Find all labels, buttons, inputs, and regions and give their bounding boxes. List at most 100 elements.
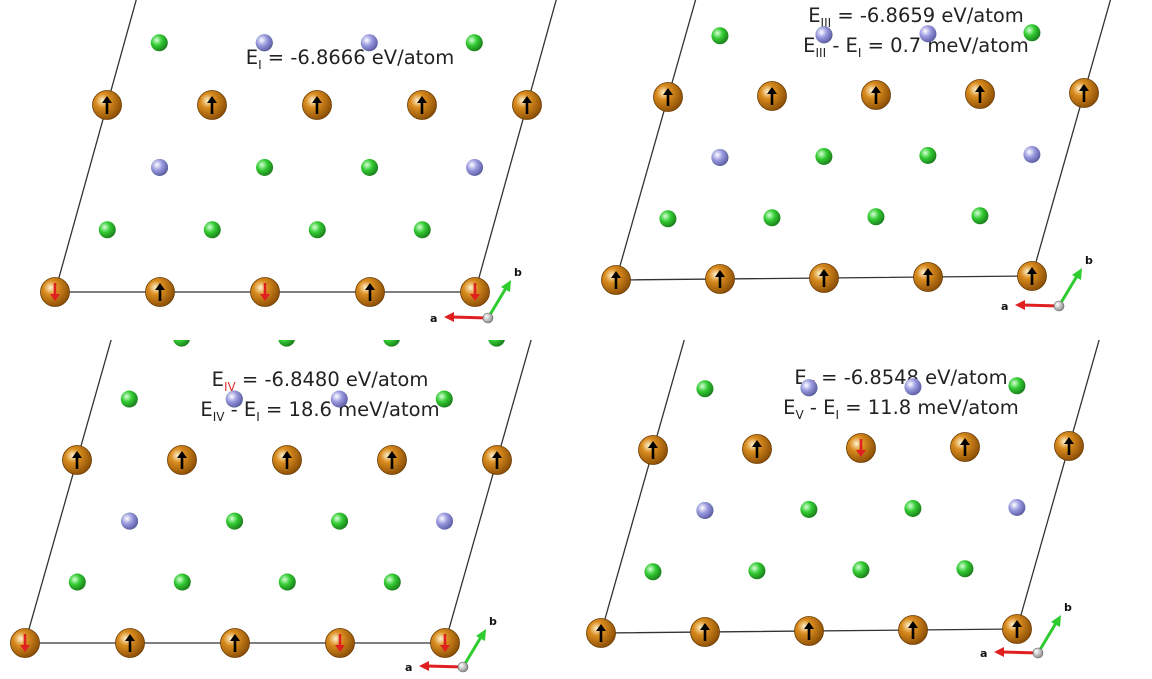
panel-config-III: EIII = -6.8659 eV/atom EIII - EI = 0.7 me… bbox=[576, 0, 1152, 339]
energy-subscript: III bbox=[816, 46, 827, 60]
magnetic-ion bbox=[638, 435, 668, 465]
energy-minus: - E bbox=[804, 396, 836, 419]
energy-symbol: E bbox=[803, 34, 815, 57]
magnetic-ion bbox=[601, 265, 631, 295]
green-atom bbox=[1023, 24, 1041, 42]
spin-up-arrow bbox=[387, 451, 397, 469]
spin-down-arrow bbox=[856, 439, 866, 457]
purple-atom bbox=[330, 390, 348, 408]
purple-atom bbox=[436, 512, 454, 530]
magnetic-ion bbox=[809, 263, 839, 293]
spin-up-arrow bbox=[492, 451, 502, 469]
axis-a-label: a bbox=[980, 647, 987, 660]
energy-subscript: I bbox=[835, 408, 839, 422]
axis-b-label: b bbox=[489, 615, 497, 628]
spin-up-arrow bbox=[1012, 620, 1022, 638]
energy-symbol: E bbox=[246, 46, 258, 69]
spin-up-arrow bbox=[177, 451, 187, 469]
energy-value: = -6.8548 eV/atom bbox=[815, 366, 1008, 389]
green-atom bbox=[852, 561, 870, 579]
spin-up-arrow bbox=[871, 86, 881, 104]
spin-up-arrow bbox=[522, 96, 532, 114]
green-atom bbox=[919, 146, 937, 164]
magnetic-ion bbox=[1054, 431, 1084, 461]
spin-up-arrow bbox=[230, 634, 240, 652]
magnetic-ion bbox=[430, 628, 460, 658]
spin-up-arrow bbox=[700, 623, 710, 641]
green-atom bbox=[696, 380, 714, 398]
energy-value: = -6.8480 eV/atom bbox=[236, 368, 429, 391]
purple-atom bbox=[711, 148, 729, 166]
magnetic-ion bbox=[355, 277, 385, 307]
spin-up-arrow bbox=[752, 440, 762, 458]
spin-up-arrow bbox=[417, 96, 427, 114]
magnetic-ion bbox=[1069, 78, 1099, 108]
green-atom bbox=[956, 560, 974, 578]
energy-symbol: E bbox=[200, 398, 212, 421]
energy-label: EI = -6.8666 eV/atom bbox=[246, 46, 455, 72]
energy-subscript: IV bbox=[224, 380, 237, 394]
green-atom bbox=[488, 340, 505, 347]
energy-difference-label: EV - EI = 11.8 meV/atom bbox=[783, 396, 1019, 422]
magnetic-ion bbox=[512, 90, 542, 120]
green-atom bbox=[383, 573, 401, 591]
green-atom bbox=[120, 390, 138, 408]
green-atom bbox=[904, 499, 922, 517]
magnetic-ion bbox=[653, 82, 683, 112]
purple-atom bbox=[1023, 145, 1041, 163]
axis-a-label: a bbox=[1001, 300, 1008, 313]
magnetic-ion bbox=[861, 80, 891, 110]
energy-difference-label: EIII - EI = 0.7 meV/atom bbox=[803, 34, 1029, 60]
spin-up-arrow bbox=[923, 268, 933, 286]
energy-subscript: I bbox=[258, 58, 262, 72]
unit-cell-outline bbox=[615, 0, 1112, 281]
energy-subscript: I bbox=[858, 46, 862, 60]
green-atom bbox=[98, 221, 116, 239]
energy-subscript: I bbox=[256, 410, 260, 424]
green-atom bbox=[256, 158, 274, 176]
spin-up-arrow bbox=[155, 283, 165, 301]
spin-down-arrow bbox=[335, 634, 345, 652]
spin-up-arrow bbox=[596, 624, 606, 642]
spin-up-arrow bbox=[663, 88, 673, 106]
magnetic-ion bbox=[145, 277, 175, 307]
panel-figure: EV = -6.8548 eV/atom EV - EI = 11.8 meV/a… bbox=[586, 340, 1100, 660]
spin-up-arrow bbox=[1027, 267, 1037, 285]
energy-minus: - E bbox=[826, 34, 858, 57]
spin-up-arrow bbox=[282, 451, 292, 469]
magnetic-ion bbox=[40, 277, 70, 307]
purple-atom bbox=[151, 158, 169, 176]
magnetic-ion bbox=[220, 628, 250, 658]
magnetic-ion bbox=[302, 90, 332, 120]
magnetic-ion bbox=[757, 81, 787, 111]
green-atom bbox=[68, 573, 86, 591]
axis-b-label: b bbox=[1064, 601, 1072, 614]
axis-b-label: b bbox=[1085, 254, 1093, 267]
purple-atom bbox=[800, 379, 818, 397]
spin-down-arrow bbox=[20, 634, 30, 652]
magnetic-ion bbox=[794, 616, 824, 646]
spin-down-arrow bbox=[440, 634, 450, 652]
green-atom bbox=[748, 562, 766, 580]
magnetic-ion bbox=[898, 615, 928, 645]
spin-up-arrow bbox=[125, 634, 135, 652]
spin-up-arrow bbox=[908, 621, 918, 639]
magnetic-ion bbox=[250, 277, 280, 307]
green-atom bbox=[815, 147, 833, 165]
green-atom bbox=[413, 221, 431, 239]
lattice-axes-indicator: ab bbox=[430, 266, 522, 325]
spin-up-arrow bbox=[767, 87, 777, 105]
spin-up-arrow bbox=[207, 96, 217, 114]
panel-config-IV: EIV = -6.8480 eV/atom EIV - EI = 18.6 meV… bbox=[0, 340, 576, 679]
purple-atom bbox=[360, 34, 378, 52]
panel-config-I: EI = -6.8666 eV/atom a b bbox=[0, 0, 576, 339]
green-atom bbox=[971, 207, 989, 225]
energy-subscript: III bbox=[821, 16, 832, 30]
magnetic-ion bbox=[950, 432, 980, 462]
axis-a-label: a bbox=[405, 661, 412, 674]
purple-atom bbox=[919, 25, 937, 43]
green-atom bbox=[308, 221, 326, 239]
energy-subscript: V bbox=[796, 408, 805, 422]
